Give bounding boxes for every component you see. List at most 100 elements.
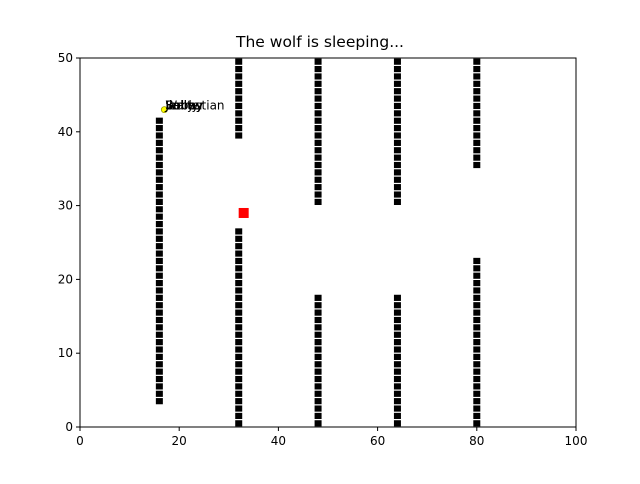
wall-block [155,176,163,183]
wall-block [314,346,322,353]
x-tick-label: 40 [271,434,286,448]
wall-block [314,398,322,405]
wall-block [235,398,243,405]
wall-block [473,95,481,102]
wall-block [235,132,243,139]
wall-block [235,316,243,324]
wall-block [235,353,243,360]
wall-block [155,169,163,176]
wall-block [393,169,401,176]
wall-block [235,390,243,397]
wall-block [235,383,243,390]
wall-block [393,361,401,368]
wall-block [314,324,322,331]
wall-block [314,102,322,110]
x-tick-label: 60 [370,434,385,448]
wall-block [155,132,163,139]
wall-block [235,88,243,95]
wall-block [235,265,243,272]
wall-block [393,125,401,132]
wall-block [473,361,481,368]
sheep-label: Walter [165,99,204,113]
wall-block [393,184,401,191]
wall-block [473,390,481,397]
wall-block [314,331,322,338]
wall-block [155,257,163,265]
wall-block [155,213,163,220]
wall-block [235,250,243,257]
wall-block [473,420,481,427]
wall-block [155,331,163,338]
wall-block [314,339,322,346]
sheep-marker [160,106,168,114]
wall-block [393,58,401,65]
wall-block [314,117,322,124]
wall-block [235,412,243,420]
wall-block [235,228,243,235]
wall-block [155,339,163,346]
wall-block [473,80,481,87]
wall-block [473,368,481,375]
wall-block [155,117,163,124]
wall-block [473,154,481,161]
x-tick-label: 20 [172,434,187,448]
wall-block [473,117,481,124]
wall-block [235,339,243,346]
wall-block [473,110,481,117]
wall-block [314,368,322,375]
wall-block [473,280,481,287]
wall-block [155,198,163,205]
wall-block [473,353,481,360]
y-tick-label: 40 [58,125,73,139]
wall-block [155,243,163,250]
wall-block [155,287,163,294]
wall-block [155,139,163,146]
wall-block [314,88,322,95]
wall-block [314,361,322,368]
wall-block [473,309,481,316]
wall-block [155,272,163,279]
wall-block [155,309,163,316]
wall-block [314,405,322,412]
wall-block [393,302,401,309]
wall-block [235,331,243,338]
wall-block [473,375,481,383]
wall-block [473,316,481,324]
wall-block [473,147,481,154]
wall-block [473,58,481,65]
wall-block [155,346,163,353]
wall-block [393,353,401,360]
wall-block [235,243,243,250]
wall-block [314,353,322,360]
wall-block [155,206,163,213]
wall-block [155,280,163,287]
wall-block [235,125,243,132]
wall-block [314,420,322,427]
wall-block [314,191,322,198]
wall-block [155,154,163,161]
wall-block [235,65,243,73]
wall-block [235,117,243,124]
wall-block [155,125,163,132]
wall-block [155,375,163,383]
wall-block [155,398,163,405]
y-tick-label: 10 [58,346,73,360]
wall-block [393,102,401,110]
wall-block [155,265,163,272]
wall-block [393,368,401,375]
wall-block [314,412,322,420]
wall-block [393,398,401,405]
wall-block [314,58,322,65]
wall-block [473,265,481,272]
wall-block [314,390,322,397]
wall-block [473,331,481,338]
wall-block [314,198,322,205]
wall-block [235,257,243,265]
wall-block [393,339,401,346]
wall-block [393,154,401,161]
wall-block [235,102,243,110]
wall-block [235,420,243,427]
sheep-label: Sally [165,99,194,113]
wall-block [155,353,163,360]
